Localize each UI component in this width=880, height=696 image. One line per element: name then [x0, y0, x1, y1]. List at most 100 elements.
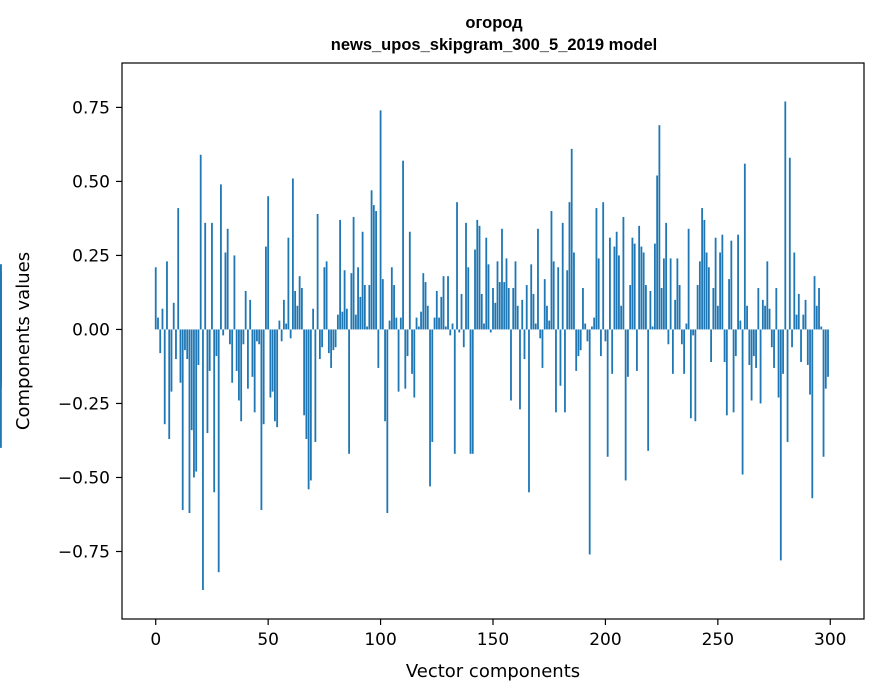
- x-tick-label: 250: [702, 630, 734, 650]
- bar: [184, 329, 186, 351]
- bar: [676, 258, 679, 330]
- bar: [582, 288, 584, 330]
- y-tick-label: −0.75: [58, 542, 110, 562]
- bar: [368, 285, 371, 330]
- bar: [548, 320, 551, 330]
- bar: [208, 329, 211, 371]
- bar: [671, 329, 674, 374]
- bar: [366, 326, 368, 330]
- bar: [278, 320, 281, 330]
- bar: [539, 329, 542, 339]
- bar: [649, 290, 652, 330]
- bar: [449, 329, 452, 336]
- bar: [233, 255, 236, 330]
- bar: [609, 237, 611, 330]
- bar: [354, 314, 357, 330]
- bar: [714, 237, 717, 330]
- bar: [595, 208, 598, 330]
- bar: [438, 317, 440, 330]
- bar: [417, 326, 420, 330]
- bar: [370, 190, 373, 330]
- bar: [188, 329, 191, 514]
- bar: [674, 299, 677, 330]
- bar: [287, 237, 290, 330]
- bar: [597, 258, 600, 330]
- bar: [615, 231, 618, 330]
- bar: [750, 329, 753, 401]
- bar: [505, 258, 508, 330]
- bar: [528, 329, 530, 493]
- bar: [177, 208, 180, 330]
- bar: [546, 305, 548, 330]
- bar: [422, 273, 425, 330]
- bar: [276, 329, 279, 428]
- bar: [0, 273, 2, 330]
- bar: [480, 293, 483, 330]
- bar: [217, 329, 220, 573]
- bar: [761, 299, 764, 330]
- bar: [541, 329, 544, 368]
- bar: [282, 299, 285, 330]
- y-tick-label: 0.25: [72, 246, 110, 266]
- bar: [474, 249, 476, 330]
- bar: [728, 279, 730, 330]
- bar: [797, 293, 800, 330]
- bar: [721, 234, 724, 330]
- bar: [786, 329, 789, 442]
- y-tick-label: −0.25: [58, 394, 110, 414]
- bar: [451, 323, 454, 330]
- bar: [199, 154, 202, 330]
- bar: [458, 329, 461, 333]
- bar: [361, 231, 364, 330]
- bar: [175, 329, 177, 360]
- bar: [294, 290, 297, 330]
- bar: [510, 329, 512, 401]
- chart-title-line-1: огород: [465, 14, 523, 32]
- bar: [179, 329, 182, 383]
- x-tick-label: 200: [589, 630, 621, 650]
- bar: [220, 184, 222, 330]
- bar: [406, 329, 409, 357]
- bar: [665, 222, 668, 330]
- plot-frame: [121, 62, 865, 620]
- bar: [741, 329, 744, 475]
- bar: [357, 267, 359, 330]
- bar: [629, 285, 632, 330]
- bar: [712, 288, 715, 330]
- bar: [350, 273, 353, 330]
- bar: [773, 329, 775, 368]
- bar: [440, 296, 443, 330]
- bar: [811, 329, 814, 499]
- bar: [435, 290, 438, 330]
- bar: [640, 246, 643, 330]
- bar: [231, 329, 234, 383]
- bar: [636, 329, 638, 371]
- bar: [689, 329, 692, 419]
- bar: [211, 222, 213, 330]
- bar: [485, 237, 488, 330]
- bar: [269, 329, 272, 398]
- bar: [683, 329, 686, 374]
- bar: [363, 285, 366, 330]
- bar: [213, 329, 216, 493]
- bar: [332, 329, 335, 351]
- bar: [647, 329, 650, 451]
- bar: [662, 258, 665, 330]
- bar: [296, 305, 299, 330]
- bar: [460, 293, 463, 330]
- y-axis-ticks: −0.75 −0.50 −0.25 0.00 0.25 0.50 0.75: [58, 98, 122, 562]
- bar-series: [0, 101, 829, 590]
- bar: [280, 329, 283, 342]
- bar: [566, 270, 569, 330]
- bar: [716, 305, 719, 330]
- bar: [478, 225, 481, 330]
- x-tick-label: 100: [364, 630, 396, 650]
- bar: [543, 279, 546, 330]
- bar: [375, 211, 377, 330]
- bar: [327, 329, 330, 354]
- bar: [775, 288, 778, 330]
- bar: [503, 282, 506, 330]
- bar: [606, 329, 609, 457]
- bar: [260, 329, 263, 511]
